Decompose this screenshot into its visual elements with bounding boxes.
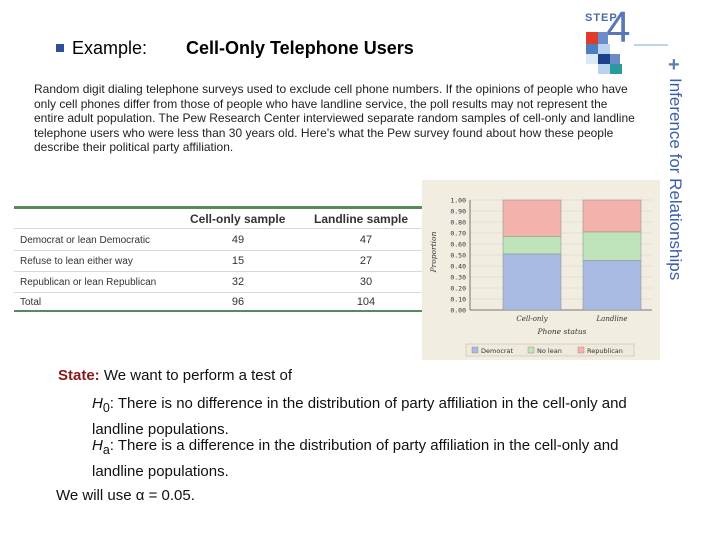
y-tick-label: 0.20 [450,285,466,293]
logo-divider [634,44,668,46]
state-label: State: [58,367,100,384]
stacked-bar-chart: 0.00 0.10 0.20 0.30 0.40 0.50 0.60 0.70 0.80 0.90… [422,180,660,360]
title-bullet [56,44,64,52]
legend-swatch [577,346,585,354]
y-tick-label: 0.40 [450,263,466,271]
x-tick-label: Landline [596,315,628,323]
bar-segment [502,199,562,237]
row-divider [14,292,426,293]
y-axis-label: Proportion [429,231,438,273]
intro-paragraph: Random digit dialing telephone surveys u… [34,82,635,155]
y-tick-label: 0.60 [450,241,466,249]
row-label: Total [20,297,42,308]
page-title: Cell-Only Telephone Users [186,38,414,58]
bar-segment [582,231,642,261]
legend-swatch [471,346,479,354]
y-tick-label: 1.00 [450,197,466,205]
vertical-section-title: Inference for Relationships [666,78,685,281]
state-line: State: We want to perform a test of [58,367,292,384]
x-tick-label: Cell-only [516,315,548,323]
null-hypothesis: H0: There is no difference in the distri… [92,395,627,438]
bar-segment [582,260,642,311]
row-land-value: 27 [359,255,373,267]
step-number: 4 [606,3,631,52]
row-divider [14,250,426,251]
table-header-landline: Landline sample [314,212,409,226]
row-label: Refuse to lean either way [20,256,133,267]
table-header-rule [14,228,426,229]
y-tick-label: 0.70 [450,230,466,238]
legend-label: Democrat [481,347,514,355]
alternative-hypothesis: Ha: There is a difference in the distrib… [92,437,619,480]
table-header-cell-only: Cell-only sample [190,212,286,226]
x-axis-label: Phone status [536,327,586,336]
plus-icon: + [668,54,680,76]
row-cell-value: 32 [231,276,245,288]
legend-label: Republican [587,347,623,355]
row-land-value: 30 [359,276,373,288]
row-cell-value: 49 [231,234,245,246]
bar-segment [502,236,562,255]
row-cell-value: 96 [231,296,245,308]
chart-svg: 0.00 0.10 0.20 0.30 0.40 0.50 0.60 0.70 0.80 0.90… [429,197,652,357]
y-tick-label: 0.30 [450,274,466,282]
y-tick-label: 0.90 [450,208,466,216]
state-text: We want to perform a test of [103,367,292,384]
bar-segment [582,199,642,233]
y-tick-label: 0.80 [450,219,466,227]
title-prefix: Example: [72,38,148,58]
table-top-rule [14,206,426,209]
row-land-value: 47 [359,234,373,246]
row-label: Democrat or lean Democratic [20,235,151,246]
y-tick-label: 0.00 [450,307,466,315]
legend-label: No lean [537,347,562,355]
legend-box [465,343,635,357]
alpha-statement: We will use α = 0.05. [56,487,195,504]
row-label: Republican or lean Republican [20,277,157,288]
row-land-value: 104 [356,296,376,308]
y-tick-label: 0.10 [450,296,466,304]
bar-segment [502,253,562,311]
y-tick-label: 0.50 [450,252,466,260]
table-bottom-rule [14,310,426,312]
row-cell-value: 15 [231,255,245,267]
legend-swatch [527,346,535,354]
step-label: STEP [585,12,618,24]
row-divider [14,271,426,272]
